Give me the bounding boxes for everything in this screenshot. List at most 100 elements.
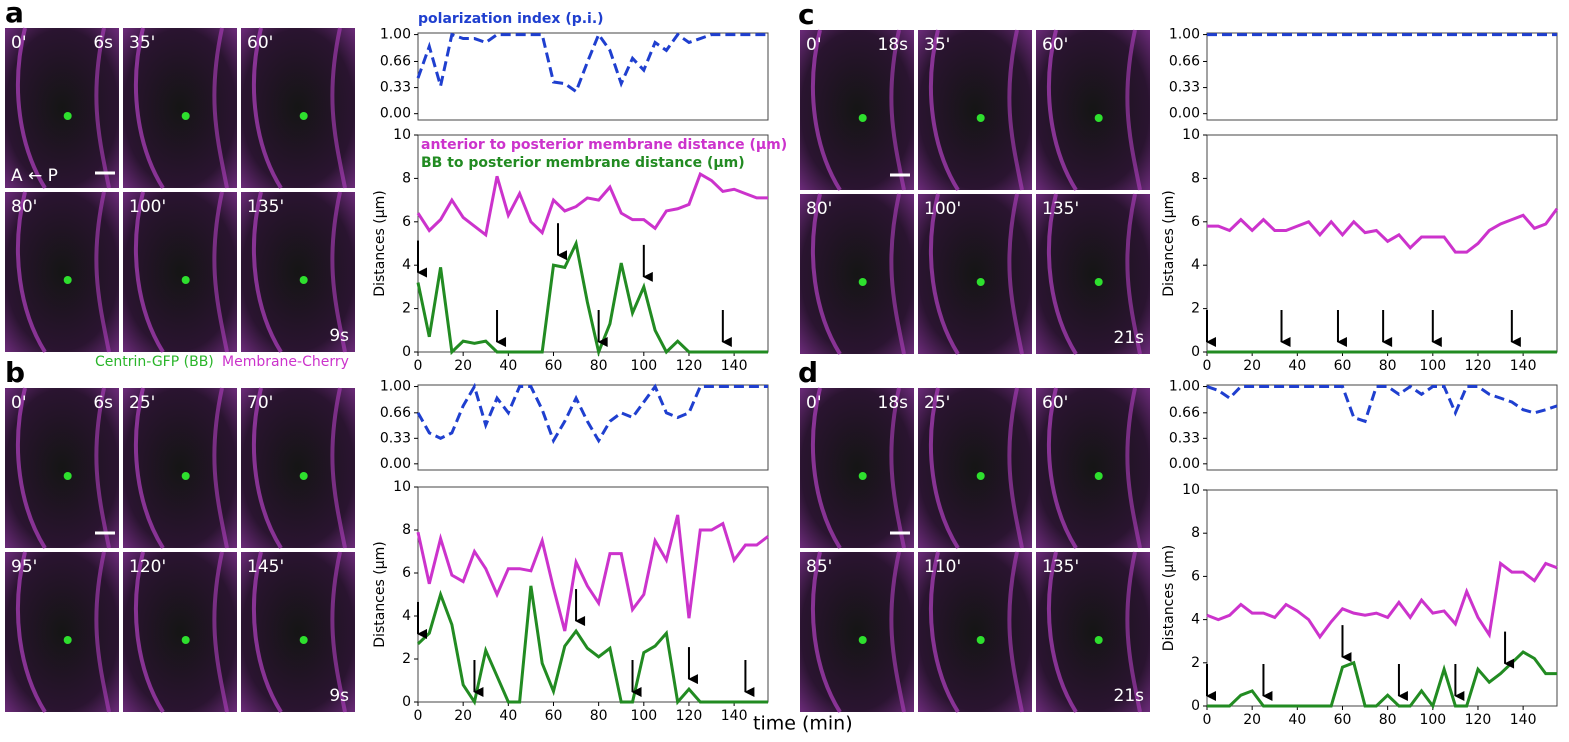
legend-entry: anterior to posterior membrane distance … bbox=[421, 137, 787, 153]
membrane bbox=[889, 387, 906, 549]
membrane bbox=[1007, 29, 1024, 191]
basal-body bbox=[976, 278, 985, 286]
y-tick-label: 0.66 bbox=[380, 53, 411, 69]
y-tick-label: 1.00 bbox=[1169, 379, 1200, 395]
y-axis-label: Distances (μm) bbox=[1161, 190, 1177, 296]
basal-body bbox=[181, 276, 190, 284]
membrane bbox=[16, 191, 47, 354]
interval-label: 21s bbox=[1114, 328, 1145, 348]
time-label: 100' bbox=[924, 199, 961, 219]
y-tick-label: 2 bbox=[402, 651, 411, 667]
y-tick-label: 6 bbox=[402, 565, 411, 581]
membrane bbox=[252, 387, 283, 550]
basal-body bbox=[1094, 636, 1103, 644]
basal-body bbox=[181, 112, 190, 120]
time-label: 0' bbox=[806, 35, 822, 55]
y-tick-label: 4 bbox=[1191, 257, 1200, 273]
membrane bbox=[212, 551, 229, 713]
series-line bbox=[416, 31, 768, 94]
membrane bbox=[16, 27, 47, 190]
basal-body bbox=[1094, 114, 1103, 122]
x-tick-label: 140 bbox=[1510, 712, 1537, 728]
series-line bbox=[1207, 650, 1557, 710]
basal-body bbox=[63, 636, 72, 644]
plot-frame bbox=[417, 384, 769, 471]
series-line bbox=[416, 382, 768, 445]
x-tick-label: 100 bbox=[630, 708, 657, 724]
membrane bbox=[16, 551, 47, 714]
panel-letter: a bbox=[5, 0, 24, 29]
membrane bbox=[929, 193, 960, 356]
series-line bbox=[416, 171, 768, 238]
plot-frame bbox=[417, 486, 769, 703]
plot-frame bbox=[1206, 384, 1558, 471]
x-tick-label: 0 bbox=[1203, 358, 1212, 374]
time-label: 35' bbox=[129, 33, 155, 53]
y-tick-label: 0.33 bbox=[380, 430, 411, 446]
time-label: 95' bbox=[11, 557, 37, 577]
membrane bbox=[252, 191, 283, 354]
x-tick-label: 140 bbox=[721, 358, 748, 374]
plot-frame bbox=[1206, 134, 1558, 353]
panel-letter: c bbox=[798, 0, 815, 31]
y-tick-label: 10 bbox=[1182, 482, 1200, 498]
y-tick-label: 4 bbox=[402, 608, 411, 624]
chart-title: polarization index (p.i.) bbox=[418, 11, 604, 27]
membrane bbox=[330, 387, 347, 549]
series-line bbox=[1206, 384, 1558, 424]
time-label: 145' bbox=[247, 557, 284, 577]
time-label: 60' bbox=[247, 33, 273, 53]
time-label: 0' bbox=[11, 33, 27, 53]
membrane bbox=[134, 551, 165, 714]
panel-letter: d bbox=[798, 356, 818, 389]
membrane bbox=[1125, 29, 1142, 191]
x-tick-label: 80 bbox=[1379, 358, 1397, 374]
x-tick-label: 40 bbox=[1288, 712, 1306, 728]
y-tick-label: 8 bbox=[1191, 525, 1200, 541]
membrane bbox=[929, 387, 960, 550]
membrane bbox=[212, 387, 229, 549]
y-tick-label: 0 bbox=[1191, 344, 1200, 360]
basal-body bbox=[1094, 278, 1103, 286]
time-label: 80' bbox=[806, 199, 832, 219]
x-tick-label: 120 bbox=[1465, 358, 1492, 374]
basal-body bbox=[299, 112, 308, 120]
y-tick-label: 10 bbox=[393, 127, 411, 143]
series-line bbox=[416, 585, 768, 706]
time-label: 0' bbox=[11, 393, 27, 413]
y-tick-label: 2 bbox=[402, 301, 411, 317]
x-tick-label: 140 bbox=[721, 708, 748, 724]
y-axis-label: Distances (μm) bbox=[372, 541, 388, 647]
y-tick-label: 10 bbox=[1182, 127, 1200, 143]
membrane bbox=[811, 387, 842, 550]
time-label: 0' bbox=[806, 393, 822, 413]
y-tick-label: 0.66 bbox=[380, 405, 411, 421]
membrane bbox=[212, 191, 229, 353]
membrane bbox=[94, 27, 111, 189]
interval-label: 21s bbox=[1114, 686, 1145, 706]
basal-body bbox=[858, 114, 867, 122]
membrane bbox=[1125, 551, 1142, 713]
time-label: 25' bbox=[129, 393, 155, 413]
x-tick-label: 60 bbox=[545, 358, 563, 374]
interval-label: 6s bbox=[93, 33, 113, 53]
time-label: 110' bbox=[924, 557, 961, 577]
y-tick-label: 6 bbox=[1191, 568, 1200, 584]
y-tick-label: 1.00 bbox=[380, 379, 411, 395]
time-label: 100' bbox=[129, 197, 166, 217]
membrane bbox=[1047, 551, 1078, 714]
basal-body bbox=[299, 636, 308, 644]
x-tick-label: 80 bbox=[1379, 712, 1397, 728]
panel-letter: b bbox=[5, 356, 25, 389]
membrane bbox=[16, 387, 47, 550]
y-tick-label: 4 bbox=[1191, 612, 1200, 628]
y-tick-label: 0.00 bbox=[1169, 456, 1200, 472]
membrane bbox=[1007, 193, 1024, 355]
series-line bbox=[416, 238, 768, 358]
basal-body bbox=[181, 636, 190, 644]
time-label: 60' bbox=[1042, 35, 1068, 55]
time-label: 135' bbox=[247, 197, 284, 217]
membrane bbox=[1125, 387, 1142, 549]
x-tick-label: 20 bbox=[454, 708, 472, 724]
y-tick-label: 0.00 bbox=[380, 456, 411, 472]
